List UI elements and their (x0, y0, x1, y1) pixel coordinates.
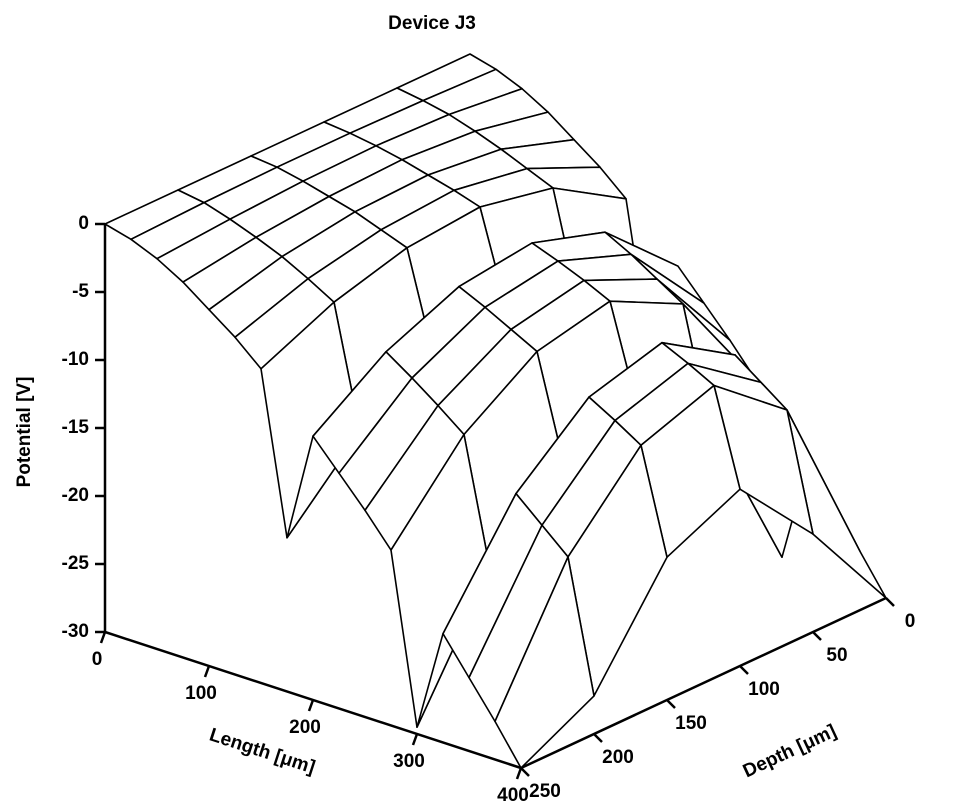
z-tick-label: -25 (62, 553, 90, 574)
y-tick-label: 100 (748, 679, 780, 700)
z-axis-label: Potential [V] (14, 377, 35, 488)
y-axis-label: Depth [μm] (740, 721, 840, 782)
y-tick (667, 700, 675, 708)
surface (105, 54, 886, 768)
y-tick (886, 598, 894, 606)
z-tick-label: -20 (62, 485, 89, 506)
y-tick (813, 632, 821, 640)
y-tick (740, 666, 748, 674)
x-tick-label: 300 (393, 751, 425, 772)
x-tick (101, 632, 105, 643)
x-tick-label: 100 (185, 683, 217, 704)
x-tick (309, 700, 313, 711)
x-tick (413, 734, 417, 745)
y-tick (594, 734, 602, 742)
x-tick-label: 0 (92, 649, 103, 670)
z-tick-label: -10 (62, 349, 89, 370)
y-tick-label: 150 (675, 713, 707, 734)
y-tick-label: 0 (905, 611, 916, 632)
z-tick-label: 0 (78, 213, 89, 234)
y-tick-label: 250 (529, 781, 561, 802)
y-tick (521, 768, 529, 776)
y-tick-label: 200 (602, 747, 634, 768)
chart: Device J3 Potential [V] Length [μm] Dept… (0, 0, 963, 803)
x-tick (205, 666, 209, 677)
y-tick-label: 50 (826, 645, 847, 666)
z-tick-label: -30 (62, 621, 89, 642)
x-tick-label: 200 (289, 717, 321, 738)
x-tick (517, 768, 521, 779)
z-tick-label: -5 (72, 281, 89, 302)
chart-title: Device J3 (388, 13, 476, 34)
x-tick-label: 400 (497, 785, 529, 803)
z-tick-label: -15 (62, 417, 90, 438)
